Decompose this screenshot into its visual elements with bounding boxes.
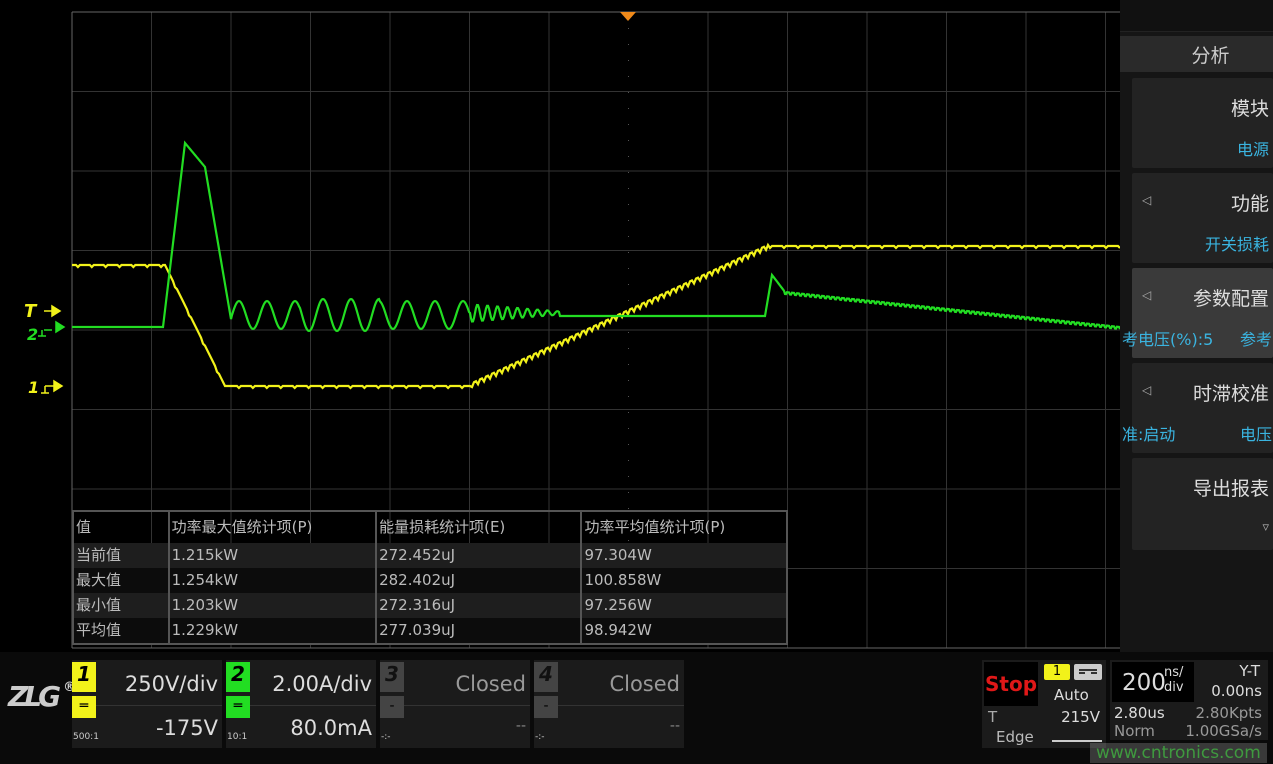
vertical-scale[interactable]: 250V/div (124, 672, 218, 696)
run-stop-button[interactable]: Stop (984, 662, 1038, 706)
acquisition-mode: Norm (1114, 722, 1155, 740)
left-arrow-icon: ◁ (1142, 288, 1152, 302)
table-cell: 97.256W (580, 593, 787, 618)
channel-badge[interactable]: 2 (226, 662, 250, 692)
rising-edge-icon (1052, 730, 1102, 742)
trigger-type: Edge (996, 728, 1034, 746)
panel-title: 分析 (1120, 36, 1273, 72)
data-row: 最小值 1.203kW 272.316uJ 97.256W (72, 593, 787, 618)
table-cell: 1.229kW (167, 618, 377, 644)
table-cell: 最大值 (72, 568, 169, 593)
table-cell: 282.402uJ (375, 568, 582, 593)
channel-1-settings[interactable]: 1 ═ 500:1 250V/div -175V (72, 660, 222, 748)
dc-coupling-icon: ═ (72, 696, 96, 718)
vertical-scale[interactable]: 2.00A/div (272, 672, 372, 696)
channel-badge[interactable]: 4 (534, 662, 558, 692)
record-time: 2.80us (1114, 704, 1165, 722)
table-cell: 能量损耗统计项(E) (375, 511, 582, 543)
coupling-indicator: - (380, 696, 404, 718)
menu-item-function[interactable]: ◁ 功能 开关损耗 (1132, 173, 1273, 263)
channel-2-settings[interactable]: 2 ═ 10:1 2.00A/div 80.0mA (226, 660, 376, 748)
menu-item-parameter-config[interactable]: ◁ 参数配置 考电压(%):5 参考 (1122, 268, 1273, 358)
horizontal-delay: 0.00ns (1211, 682, 1262, 700)
dc-coupling-icon: ═ (226, 696, 250, 718)
ch1-ground-marker[interactable]: 1 (28, 378, 64, 397)
menu-item-module[interactable]: 模块 电源 (1132, 78, 1273, 168)
table-cell: 最小值 (72, 593, 169, 618)
data-row: 当前值 1.215kW 272.452uJ 97.304W (72, 543, 787, 568)
sample-rate: 1.00GSa/s (1185, 722, 1262, 740)
left-arrow-icon: ◁ (1142, 383, 1152, 397)
menu-item-export-report[interactable]: 导出报表 ▿ (1132, 458, 1273, 550)
record-points: 2.80Kpts (1195, 704, 1262, 722)
menu-item-deskew[interactable]: ◁ 时滞校准 准:启动 电压 (1122, 363, 1273, 453)
power-statistics-table: 值功率最大值统计项(P) 能量损耗统计项(E) 功率平均值统计项(P) 当前值 1.21… (72, 510, 788, 645)
panel-top-bar (1120, 0, 1273, 32)
vertical-offset[interactable]: -175V (155, 716, 218, 740)
vertical-scale[interactable]: Closed (609, 672, 680, 696)
probe-ratio: 500:1 (73, 732, 99, 742)
svg-text:T: T (24, 301, 38, 322)
table-cell: 1.203kW (167, 593, 377, 618)
table-cell: 1.215kW (167, 543, 377, 568)
probe-ratio: -:- (535, 732, 545, 742)
vertical-offset[interactable]: -- (515, 718, 526, 734)
trigger-level-marker[interactable]: T (24, 301, 62, 322)
vertical-offset[interactable]: 80.0mA (290, 716, 372, 740)
zlg-logo: ZLG ® (8, 680, 77, 713)
trigger-position-marker[interactable] (620, 12, 636, 21)
header-row: 值功率最大值统计项(P) 能量损耗统计项(E) 功率平均值统计项(P) (72, 511, 787, 543)
table-cell: 当前值 (72, 543, 169, 568)
dropdown-arrow-icon: ▿ (1262, 520, 1269, 535)
table-cell: 功率平均值统计项(P) (580, 511, 787, 543)
trigger-settings[interactable]: Stop 1 Auto T 215V Edge (982, 660, 1106, 748)
table-cell: 功率最大值统计项(P) (167, 511, 377, 543)
vertical-scale[interactable]: Closed (455, 672, 526, 696)
data-row: 平均值 1.229kW 277.039uJ 98.942W (72, 618, 787, 644)
ch1-voltage-trace (72, 242, 1120, 390)
data-row: 最大值 1.254kW 282.402uJ 100.858W (72, 568, 787, 593)
svg-text:1: 1 (28, 378, 39, 397)
table-cell: 277.039uJ (375, 618, 582, 644)
dc-coupling-icon (1074, 664, 1102, 680)
table-cell: 平均值 (72, 618, 169, 644)
channel-badge[interactable]: 3 (380, 662, 404, 692)
channel-4-settings[interactable]: 4 - -:- Closed -- (534, 660, 684, 748)
trigger-mode: Auto (1054, 686, 1089, 704)
channel-badge[interactable]: 1 (72, 662, 96, 692)
timebase-settings[interactable]: 200 ns/ div Y-T 0.00ns 2.80us 2.80Kpts N… (1110, 660, 1268, 740)
vertical-offset[interactable]: -- (669, 718, 680, 734)
coupling-indicator: - (534, 696, 558, 718)
table-cell: 272.452uJ (375, 543, 582, 568)
watermark: www.cntronics.com (1090, 743, 1267, 763)
table-cell: 100.858W (580, 568, 787, 593)
table-cell: 值 (72, 511, 169, 543)
svg-text:2: 2 (27, 325, 38, 344)
trigger-source-badge[interactable]: 1 (1044, 664, 1070, 680)
ch2-current-trace (72, 140, 1120, 333)
probe-ratio: 10:1 (227, 732, 248, 742)
table-cell: 97.304W (580, 543, 787, 568)
analysis-menu-panel: 分析 模块 电源 ◁ 功能 开关损耗 ◁ 参数配置 考电压(%):5 参考 ◁ 时… (1120, 0, 1273, 652)
channel-3-settings[interactable]: 3 - -:- Closed -- (380, 660, 530, 748)
table-cell: 272.316uJ (375, 593, 582, 618)
trigger-level: 215V (1061, 708, 1100, 726)
left-arrow-icon: ◁ (1142, 193, 1152, 207)
table-cell: 1.254kW (167, 568, 377, 593)
timebase-scale: 200 (1122, 670, 1166, 696)
probe-ratio: -:- (381, 732, 391, 742)
ch2-ground-marker[interactable]: 2 (27, 320, 66, 344)
display-mode: Y-T (1239, 662, 1260, 680)
table-cell: 98.942W (580, 618, 787, 644)
